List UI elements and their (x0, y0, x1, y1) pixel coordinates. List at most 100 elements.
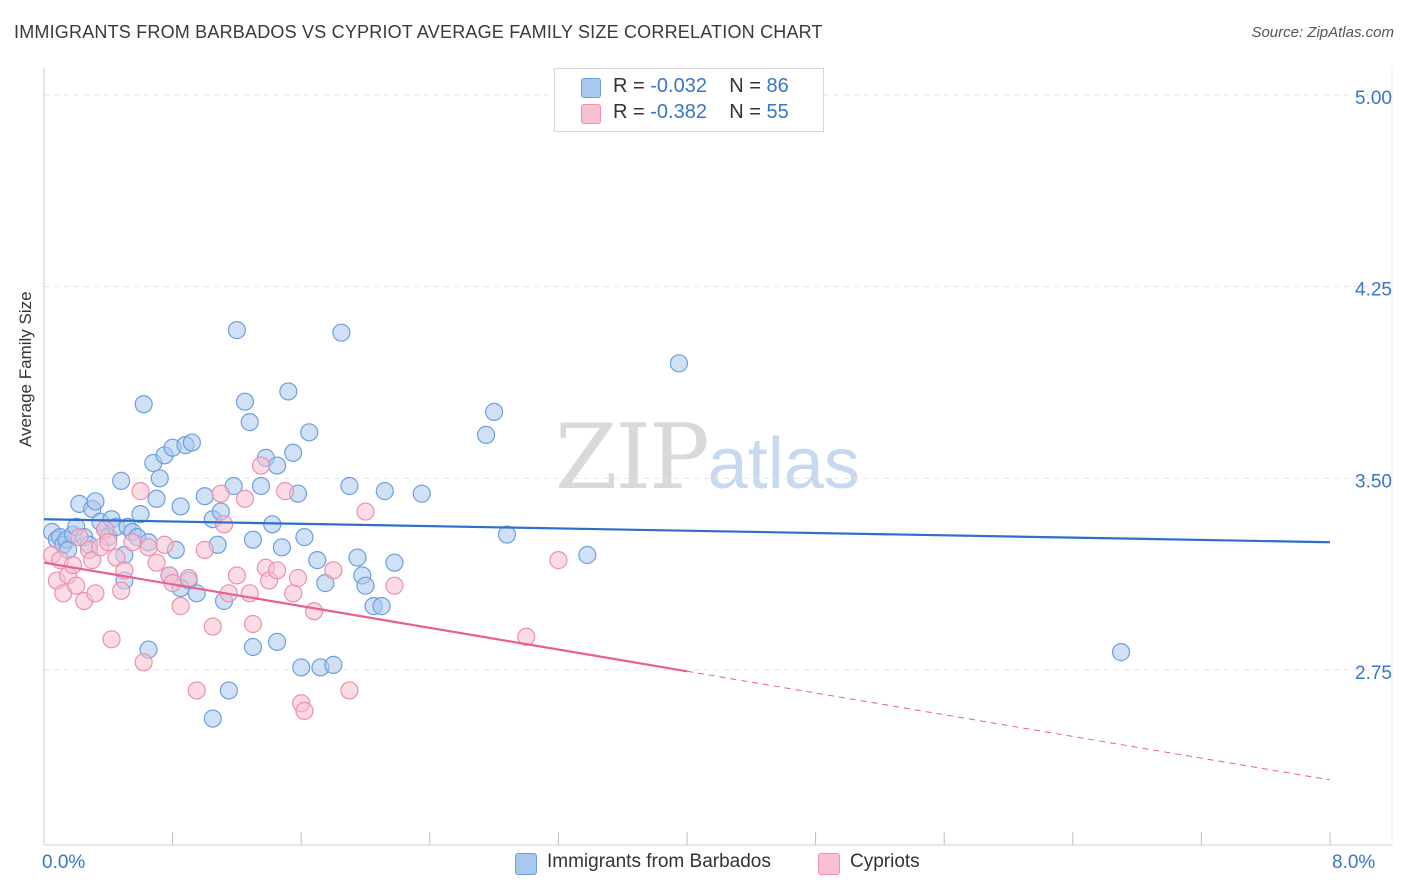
data-point (276, 482, 295, 501)
data-point (385, 553, 404, 572)
data-point (187, 681, 206, 700)
data-point (385, 576, 404, 595)
data-point (171, 497, 190, 516)
data-point (272, 538, 292, 557)
data-point (203, 617, 222, 636)
data-point (267, 561, 287, 580)
data-point (375, 482, 394, 501)
data-point (332, 323, 351, 342)
data-point (243, 530, 263, 549)
zipatlas-watermark: ZIPatlas (555, 405, 860, 510)
x-tick-label-max: 8.0% (1332, 852, 1376, 873)
data-point (195, 540, 214, 559)
data-point (251, 456, 271, 475)
trend-lines (43, 518, 1331, 781)
data-point (182, 433, 201, 452)
data-point (179, 568, 198, 588)
data-point (195, 487, 214, 506)
data-point (147, 489, 166, 508)
series-barbados-points (42, 321, 1131, 728)
legend-r-label: R = (613, 75, 651, 97)
legend-text-cypriots: R = -0.382 N = 55 (613, 101, 789, 124)
data-point (267, 456, 287, 475)
data-point (295, 528, 314, 547)
data-point (372, 597, 391, 616)
data-point (131, 505, 150, 524)
x-tick-label-min: 0.0% (42, 852, 86, 873)
data-point (279, 382, 298, 401)
data-point (214, 515, 234, 534)
y-tick-label: 5.00 (1355, 88, 1392, 109)
data-point (497, 525, 517, 544)
legend-n-value: 55 (766, 101, 789, 123)
data-point (227, 321, 246, 340)
data-point (316, 574, 335, 593)
data-point (235, 392, 255, 411)
legend-swatch-cypriots (581, 104, 601, 124)
trend-line-barbados (43, 518, 1331, 544)
data-point (134, 653, 153, 672)
data-point (324, 655, 343, 674)
data-point (86, 584, 105, 603)
data-point (517, 627, 536, 646)
legend-r-value: -0.382 (650, 101, 707, 123)
legend-n-label: N = (729, 101, 767, 123)
data-point (67, 576, 86, 595)
data-point (348, 548, 367, 567)
data-point (485, 402, 504, 421)
data-point (284, 443, 303, 462)
data-point (340, 476, 359, 496)
trend-line-cypriots-extrapolated (686, 670, 1331, 781)
data-point (267, 632, 287, 651)
data-point (240, 413, 259, 432)
y-tick-label: 2.75 (1355, 663, 1392, 684)
data-point (150, 469, 169, 488)
series-legend-swatch-cypriots (818, 853, 840, 875)
data-point (112, 471, 131, 490)
data-point (300, 423, 319, 442)
legend-text-barbados: R = -0.032 N = 86 (613, 75, 789, 98)
legend-n-value: 86 (766, 75, 789, 97)
data-point (147, 553, 166, 572)
series-legend-label-barbados: Immigrants from Barbados (547, 851, 771, 872)
data-point (219, 681, 238, 700)
data-point (304, 602, 324, 621)
data-point (139, 538, 158, 557)
data-point (134, 395, 153, 414)
y-axis-label: Average Family Size (16, 291, 35, 447)
watermark-atlas: atlas (707, 424, 860, 504)
data-point (476, 425, 496, 444)
data-point (171, 597, 190, 616)
grid-lines (44, 94, 1392, 671)
data-point (86, 492, 105, 511)
y-tick-label: 4.25 (1355, 280, 1392, 301)
data-point (324, 561, 343, 580)
source-label: Source: ZipAtlas.com (1251, 24, 1394, 41)
data-point (211, 484, 230, 503)
y-tick-labels: 2.75 3.50 4.25 5.00 (1355, 88, 1392, 684)
legend-swatch-barbados (581, 78, 601, 98)
data-point (235, 489, 255, 508)
watermark-zip: ZIP (555, 405, 710, 510)
data-point (412, 484, 431, 503)
data-point (131, 482, 150, 501)
data-point (356, 502, 375, 521)
data-point (227, 566, 246, 585)
data-point (243, 614, 263, 634)
data-point (308, 551, 327, 570)
correlation-legend: R = -0.032 N = 86 R = -0.382 N = 55 (554, 68, 824, 132)
data-point (83, 551, 102, 570)
axes (43, 68, 1393, 846)
series-legend: Immigrants from Barbados Cypriots (0, 850, 1406, 878)
data-point (70, 528, 89, 547)
data-point (340, 681, 359, 700)
data-point (292, 658, 311, 677)
series-legend-swatch-barbados (515, 853, 537, 875)
series-legend-label-cypriots: Cypriots (850, 851, 920, 872)
data-point (1111, 643, 1131, 662)
data-point (203, 709, 222, 728)
data-point (112, 581, 131, 600)
data-point (549, 551, 568, 570)
data-point (295, 701, 314, 720)
